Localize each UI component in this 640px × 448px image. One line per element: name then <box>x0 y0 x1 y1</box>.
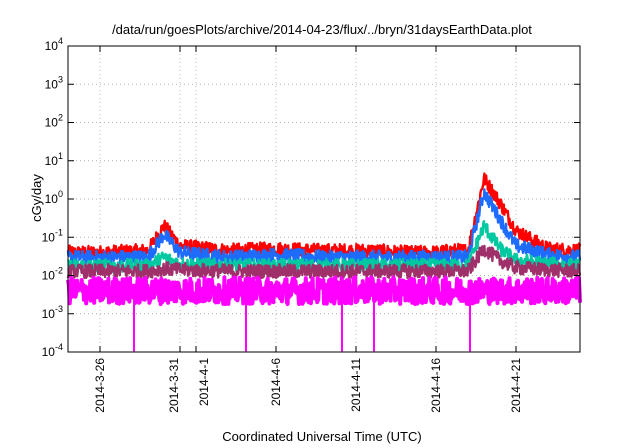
y-tick-label: 102 <box>45 113 63 130</box>
series-line-2 <box>66 188 582 266</box>
grid <box>68 45 580 353</box>
y-tick-label: 10-1 <box>42 227 63 244</box>
x-tick-label: 2014-4-21 <box>509 358 523 413</box>
y-tick-label: 100 <box>45 189 63 206</box>
tick-labels: 10-4 10-3 10-2 10-1 100 101 102 103 104 2014-3-26… <box>42 36 523 413</box>
plot-frame <box>67 45 581 353</box>
x-tick-label: 2014-4-16 <box>429 358 443 413</box>
y-tick-label: 10-3 <box>42 304 63 321</box>
y-tick-label: 101 <box>45 151 63 168</box>
x-tick-label: 2014-4-1 <box>197 358 211 406</box>
series-line-5 <box>66 275 582 307</box>
x-axis-label: Coordinated Universal Time (UTC) <box>222 429 421 444</box>
x-tick-label: 2014-3-26 <box>93 358 107 413</box>
y-tick-label: 104 <box>45 36 63 53</box>
y-tick-label: 103 <box>45 74 63 91</box>
axes <box>67 45 581 353</box>
series-layer <box>66 172 582 352</box>
series-line-4 <box>66 244 582 280</box>
x-tick-label: 2014-3-31 <box>167 358 181 413</box>
x-tick-label: 2014-4-11 <box>349 358 363 412</box>
y-axis-label: cGy/day <box>29 174 44 222</box>
y-tick-label: 10-4 <box>42 342 63 359</box>
y-tick-label: 10-2 <box>42 266 63 283</box>
chart-title: /data/run/goesPlots/archive/2014-04-23/f… <box>112 22 532 37</box>
x-tick-label: 2014-4-6 <box>269 358 283 406</box>
